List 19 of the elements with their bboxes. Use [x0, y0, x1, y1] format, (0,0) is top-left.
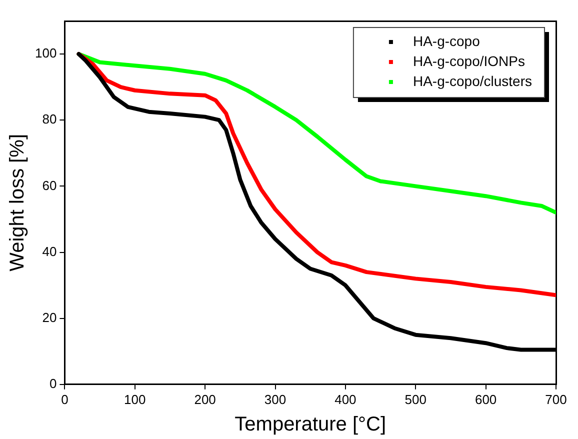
x-tick-label: 600: [474, 392, 497, 407]
y-tick-label: 60: [42, 178, 57, 193]
y-tick-label: 20: [42, 310, 57, 325]
x-tick-label: 100: [124, 392, 146, 407]
y-tick-label: 100: [34, 46, 57, 61]
y-tick-label: 0: [49, 376, 57, 391]
x-tick-label: 300: [264, 392, 286, 407]
y-tick-label: 40: [42, 244, 57, 259]
x-tick-label: 500: [404, 392, 426, 407]
legend-label: HA-g-copo/IONPs: [412, 52, 526, 69]
legend-label: HA-g-copo/clusters: [412, 72, 532, 89]
y-axis-title: Weight loss [%]: [6, 134, 29, 272]
y-tick-label: 80: [42, 112, 57, 127]
legend-label: HA-g-copo: [412, 32, 480, 49]
x-tick-label: 400: [334, 392, 356, 407]
x-tick-label: 700: [545, 392, 567, 407]
x-tick-label: 0: [61, 392, 68, 407]
x-tick-label: 200: [194, 392, 216, 407]
x-axis-title: Temperature [°C]: [234, 414, 386, 436]
